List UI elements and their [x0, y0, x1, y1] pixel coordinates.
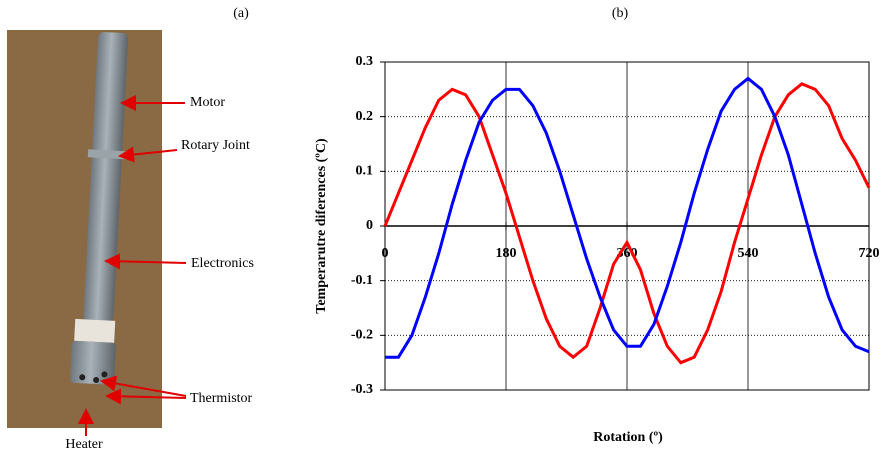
x-tick-label: 540 [738, 246, 759, 261]
callout-label: Motor [190, 95, 225, 110]
y-tick-label: 0.2 [356, 109, 374, 124]
photo-tube [70, 31, 129, 385]
y-tick-label: -0.1 [351, 273, 373, 288]
callout-label: Electronics [191, 256, 254, 271]
callout-label: Heater [65, 437, 103, 452]
callout-label: Rotary Joint [181, 138, 250, 153]
x-axis-title: Rotation (º) [593, 430, 663, 445]
x-tick-label: 180 [496, 246, 517, 261]
callout-label: Thermistor [190, 391, 253, 406]
panel-label: (a) [233, 6, 249, 21]
photo [7, 30, 162, 428]
y-tick-label: 0.3 [356, 54, 374, 69]
panel-label: (b) [612, 6, 629, 21]
data-line [385, 76, 870, 359]
y-tick-label: 0.1 [356, 164, 374, 179]
y-tick-label: -0.2 [351, 328, 373, 343]
y-tick-label: 0 [366, 218, 373, 233]
y-tick-label: -0.3 [351, 382, 373, 397]
y-axis-title: Temperarutre diferences (ºC) [314, 138, 329, 314]
callout-arrows [78, 95, 187, 436]
data-line [383, 82, 871, 365]
